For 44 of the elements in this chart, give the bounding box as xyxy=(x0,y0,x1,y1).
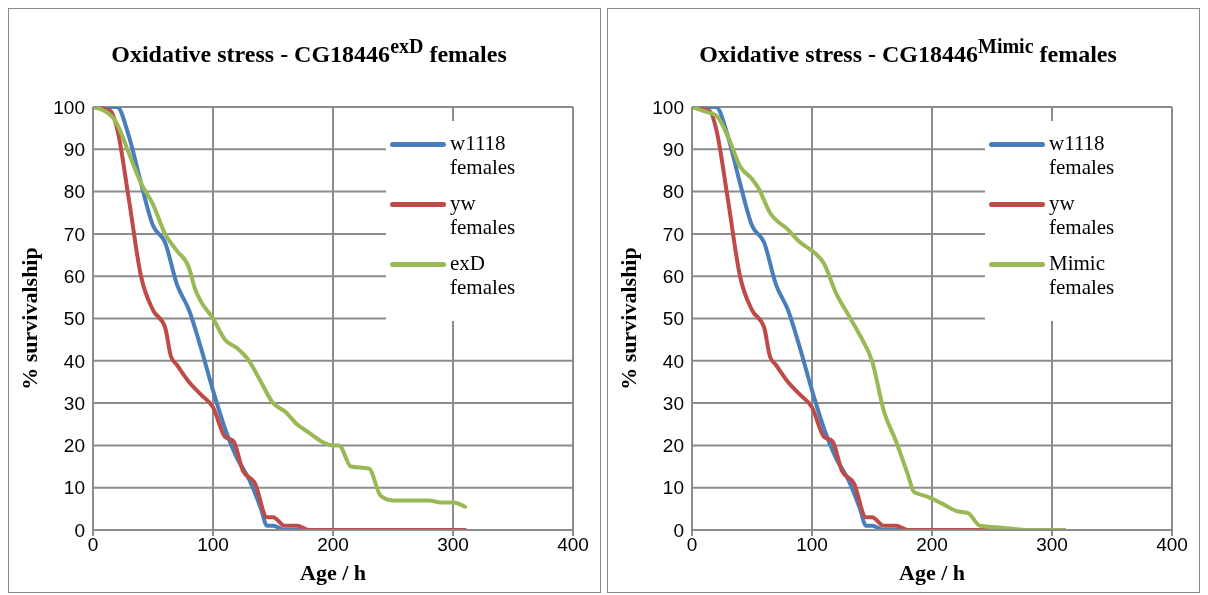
y-tick-label: 30 xyxy=(63,392,85,414)
y-axis-title: % survivalship xyxy=(615,247,641,390)
legend-label: w1118 females xyxy=(1049,131,1116,179)
x-tick-label: 400 xyxy=(557,534,589,556)
x-axis-title: Age / h xyxy=(300,560,366,585)
y-tick-label: 60 xyxy=(662,265,684,287)
y-tick-label: 0 xyxy=(673,519,684,541)
x-tick-label: 200 xyxy=(317,534,349,556)
chart-title: Oxidative stress - CG18446$^{exD}$ females xyxy=(110,34,508,69)
y-tick-label: 40 xyxy=(662,350,684,372)
x-tick-label: 100 xyxy=(197,534,229,556)
legend-label: exD females xyxy=(450,251,517,299)
x-tick-label: 0 xyxy=(87,534,99,556)
chart-title: Oxidative stress - CG18446$^{Mimic}$ females xyxy=(698,34,1118,69)
y-tick-label: 20 xyxy=(63,435,85,457)
y-tick-label: 70 xyxy=(63,223,85,245)
y-tick-label: 30 xyxy=(662,392,684,414)
x-tick-label: 200 xyxy=(916,534,948,556)
y-tick-label: 50 xyxy=(63,308,85,330)
y-tick-label: 10 xyxy=(63,477,85,499)
y-tick-label: 0 xyxy=(74,519,85,541)
y-tick-label: 100 xyxy=(53,96,85,118)
x-axis-title: Age / h xyxy=(899,560,965,585)
y-axis-title: % survivalship xyxy=(16,247,42,390)
legend-label: yw females xyxy=(450,191,517,239)
y-tick-label: 60 xyxy=(63,265,85,287)
x-tick-label: 400 xyxy=(1156,534,1188,556)
y-tick-label: 10 xyxy=(662,477,684,499)
y-tick-label: 100 xyxy=(652,96,684,118)
y-tick-label: 90 xyxy=(63,139,85,161)
x-tick-label: 300 xyxy=(437,534,469,556)
legend-label: yw females xyxy=(1049,191,1116,239)
y-tick-label: 20 xyxy=(662,435,684,457)
x-tick-label: 300 xyxy=(1036,534,1068,556)
legend-label: Mimic females xyxy=(1049,251,1116,299)
y-tick-label: 40 xyxy=(63,350,85,372)
x-tick-label: 0 xyxy=(686,534,698,556)
legend-label: w1118 females xyxy=(450,131,517,179)
y-tick-label: 70 xyxy=(662,223,684,245)
y-tick-label: 90 xyxy=(662,139,684,161)
y-tick-label: 80 xyxy=(662,181,684,203)
x-tick-label: 100 xyxy=(796,534,828,556)
y-tick-label: 80 xyxy=(63,181,85,203)
y-tick-label: 50 xyxy=(662,308,684,330)
